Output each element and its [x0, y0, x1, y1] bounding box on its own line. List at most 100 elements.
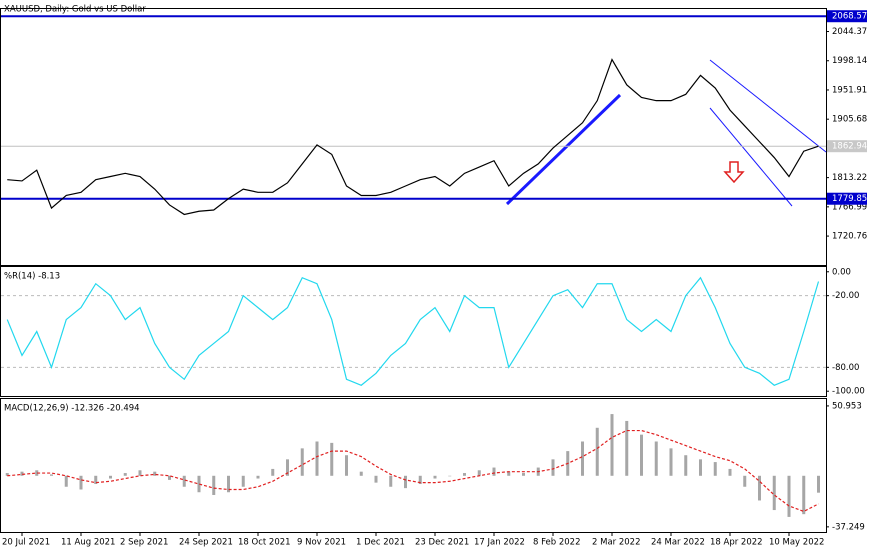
histogram-bar — [271, 468, 275, 476]
histogram-bar — [300, 448, 304, 476]
histogram-bar — [197, 475, 201, 493]
histogram-bar — [492, 467, 496, 476]
indicator-title: %R(14) -8.13 — [4, 272, 60, 282]
histogram-bar — [138, 470, 142, 476]
x-tick-label: 18 Oct 2021 — [238, 538, 291, 548]
histogram-bar — [522, 473, 525, 476]
level-label: 1779.85 — [832, 194, 867, 204]
histogram-bar — [728, 468, 732, 476]
y-tick-label: -20.00 — [832, 291, 859, 301]
histogram-bar — [772, 475, 776, 511]
histogram-bar — [109, 475, 112, 479]
frames — [0, 8, 827, 533]
trend-line — [505, 93, 622, 206]
series-line — [6, 276, 820, 386]
y-tick-label: 2044.37 — [832, 27, 867, 37]
x-tick-label: 24 Sep 2021 — [179, 538, 233, 548]
y-tick-label: 1998.14 — [832, 56, 867, 66]
histogram-bar — [330, 442, 334, 476]
histogram-bar — [654, 441, 658, 476]
histogram-bar — [625, 420, 629, 476]
histogram-bar — [477, 470, 481, 476]
histogram-bar — [64, 475, 68, 487]
y-tick-label: -100.00 — [832, 387, 865, 397]
histogram-bar — [433, 475, 437, 479]
series-line — [7, 58, 819, 216]
indicator-title: MACD(12,26,9) -12.326 -20.494 — [4, 404, 140, 414]
histogram-bar — [286, 459, 289, 476]
x-tick-label: 11 Aug 2021 — [61, 538, 115, 548]
y-tick-label: 1905.68 — [832, 115, 867, 125]
y-tick-label: 1766.99 — [832, 202, 867, 212]
last-price-bg — [827, 140, 867, 153]
histogram-bar — [345, 455, 348, 476]
level-label-bg — [827, 10, 867, 23]
histogram-bar — [669, 448, 673, 476]
y-tick-label: -37.249 — [832, 522, 865, 532]
x-tick-label: 1 Dec 2021 — [356, 538, 405, 548]
histogram-bar — [212, 475, 216, 495]
series-line — [7, 429, 819, 513]
histogram-bar — [168, 475, 171, 480]
histogram-bar — [817, 475, 820, 493]
channel-line — [709, 59, 827, 153]
y-tick-label: 50.953 — [832, 401, 862, 411]
histogram-bar — [79, 475, 83, 490]
histogram-bar — [507, 471, 511, 476]
histogram-bar — [241, 475, 245, 487]
histogram-bar — [227, 475, 230, 493]
x-tick-label: 9 Nov 2021 — [297, 538, 346, 548]
y-tick-label: 1720.76 — [832, 232, 867, 242]
histogram-bar — [551, 459, 555, 476]
macd-frame — [0, 398, 827, 533]
histogram-bar — [758, 475, 761, 501]
histogram-bar — [448, 475, 452, 477]
level-label: 2068.57 — [832, 12, 867, 22]
y-tick-label: -80.00 — [832, 363, 859, 373]
x-tick-label: 2 Mar 2022 — [592, 538, 640, 548]
x-tick-label: 17 Jan 2022 — [474, 538, 525, 548]
histogram-bar — [610, 414, 614, 476]
y-tick-label: 1951.91 — [832, 85, 867, 95]
histogram-bar — [640, 434, 643, 476]
histogram-bar — [5, 473, 9, 476]
histogram-bar — [802, 475, 806, 515]
histogram-bar — [94, 475, 98, 485]
histogram-bar — [787, 475, 791, 517]
x-tick-label: 24 Mar 2022 — [651, 538, 705, 548]
y-tick-label: 1813.22 — [832, 173, 867, 183]
histogram-bar — [684, 455, 688, 476]
x-tick-label: 10 May 2022 — [769, 538, 824, 548]
histogram-bar — [123, 473, 127, 476]
down-arrow — [723, 161, 745, 184]
x-tick-label: 8 Feb 2022 — [533, 538, 581, 548]
histogram-bar — [404, 475, 407, 489]
x-tick-label: 2 Sep 2021 — [120, 538, 168, 548]
x-tick-label: 20 Jul 2021 — [2, 538, 50, 548]
x-tick-label: 23 Dec 2021 — [415, 538, 469, 548]
histogram-bar — [182, 475, 186, 487]
histogram-bar — [595, 427, 599, 476]
histogram-bar — [374, 475, 378, 483]
chart-title: XAUUSD, Daily: Gold vs US Dollar — [4, 5, 146, 15]
last-price-label: 1862.94 — [832, 142, 867, 152]
histogram-bar — [743, 475, 747, 487]
histogram-bar — [581, 441, 584, 476]
histogram-bar — [713, 462, 717, 476]
histogram-bar — [699, 459, 702, 476]
histogram-bar — [256, 475, 260, 479]
level-label-bg — [827, 192, 867, 205]
histogram-bar — [35, 470, 39, 476]
wpr-frame — [0, 266, 827, 397]
channel-line — [709, 107, 793, 207]
histogram-bar — [50, 474, 53, 476]
histogram-bar — [315, 441, 319, 476]
price-frame — [0, 8, 827, 266]
histogram-bar — [359, 471, 363, 476]
histogram-bar — [20, 471, 24, 476]
histogram-bar — [389, 475, 393, 487]
x-tick-label: 18 Apr 2022 — [710, 538, 763, 548]
histogram-bar — [418, 475, 422, 485]
